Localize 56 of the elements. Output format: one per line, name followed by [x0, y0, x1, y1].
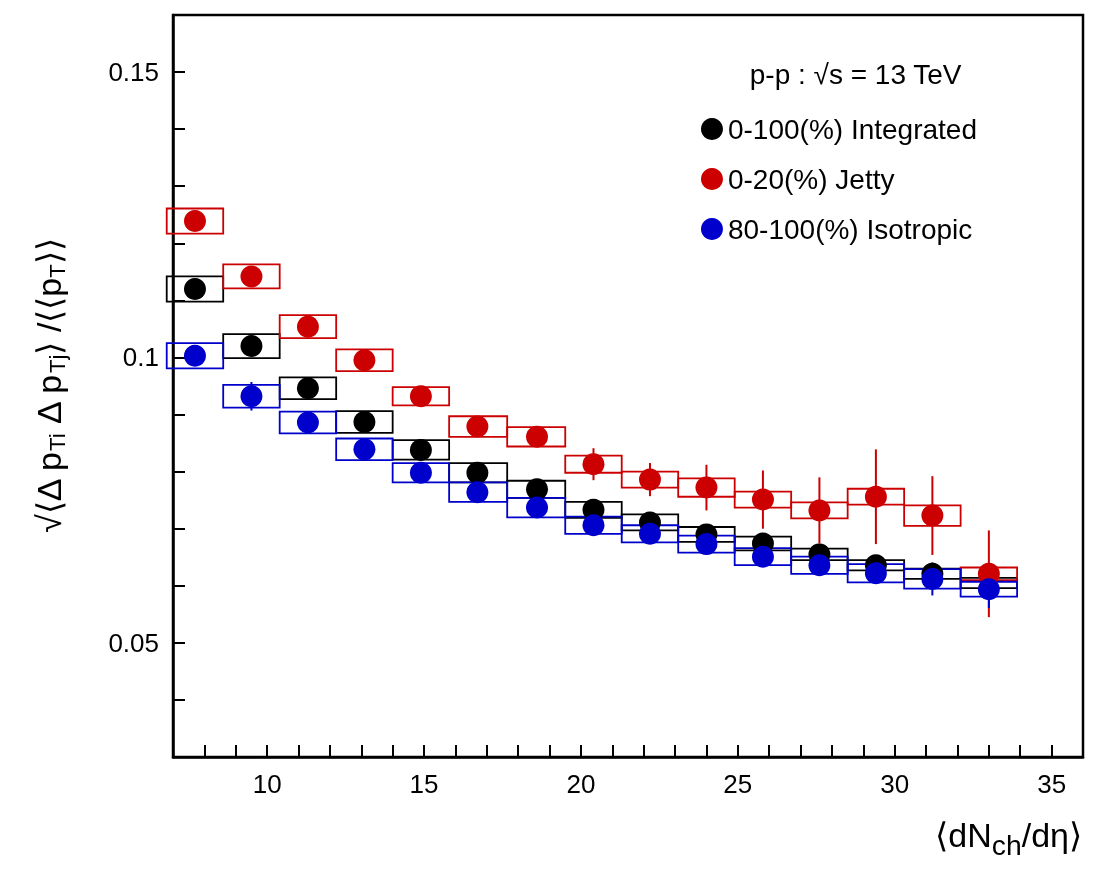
point — [466, 461, 489, 484]
legend-label: 0-20(%) Jetty — [727, 163, 895, 195]
point — [582, 514, 605, 537]
point — [695, 476, 718, 499]
point — [638, 468, 661, 491]
point — [751, 488, 774, 511]
x-tick-label: 10 — [252, 769, 282, 799]
point — [864, 562, 887, 585]
x-tick-label: 25 — [723, 769, 753, 799]
point — [526, 478, 548, 501]
y-axis-title: √⟨Δ pTi Δ pTj⟩ /⟨⟨pT⟩⟩ — [30, 238, 70, 533]
y-tick-label: 0.15 — [108, 57, 159, 88]
bar — [222, 333, 281, 359]
bar — [165, 342, 225, 370]
bar — [391, 439, 451, 461]
point — [921, 567, 944, 590]
bar — [391, 386, 451, 407]
legend-label: 80-100(%) Isotropic — [727, 213, 973, 245]
bar — [677, 526, 736, 543]
point — [977, 578, 1000, 601]
x-tick-label: 20 — [566, 769, 596, 799]
point — [466, 415, 489, 438]
x-tick-label: 15 — [409, 769, 439, 799]
point — [409, 438, 432, 461]
point — [921, 504, 944, 527]
bar — [790, 547, 849, 561]
bar — [335, 348, 394, 373]
point — [638, 522, 661, 545]
x-tick-label: 30 — [880, 769, 910, 799]
bar — [165, 207, 225, 235]
y-tick-label: 0.05 — [108, 627, 159, 658]
bar — [278, 376, 338, 401]
point — [526, 425, 548, 448]
bar — [222, 263, 281, 290]
bar — [959, 576, 1018, 589]
bar — [222, 383, 281, 409]
point — [695, 533, 718, 556]
point — [751, 545, 774, 568]
bar — [335, 410, 394, 434]
legend-title: p-p : √s = 13 TeV — [749, 58, 962, 90]
point — [808, 554, 831, 577]
point — [409, 461, 432, 484]
bar — [733, 535, 793, 552]
y-tick-label: 0.1 — [122, 342, 159, 373]
x-tick-label: 35 — [1037, 769, 1067, 799]
point — [409, 385, 432, 408]
point — [582, 453, 605, 476]
point — [808, 499, 831, 522]
point — [526, 496, 548, 519]
point — [466, 481, 489, 504]
bar — [278, 410, 338, 435]
point — [864, 485, 887, 508]
legend-label: 0-100(%) Integrated — [727, 113, 978, 145]
x-axis-title: ⟨dN$_{ch}$/dη⟩ — [935, 815, 1082, 863]
bar — [959, 566, 1018, 581]
bar — [278, 314, 338, 339]
